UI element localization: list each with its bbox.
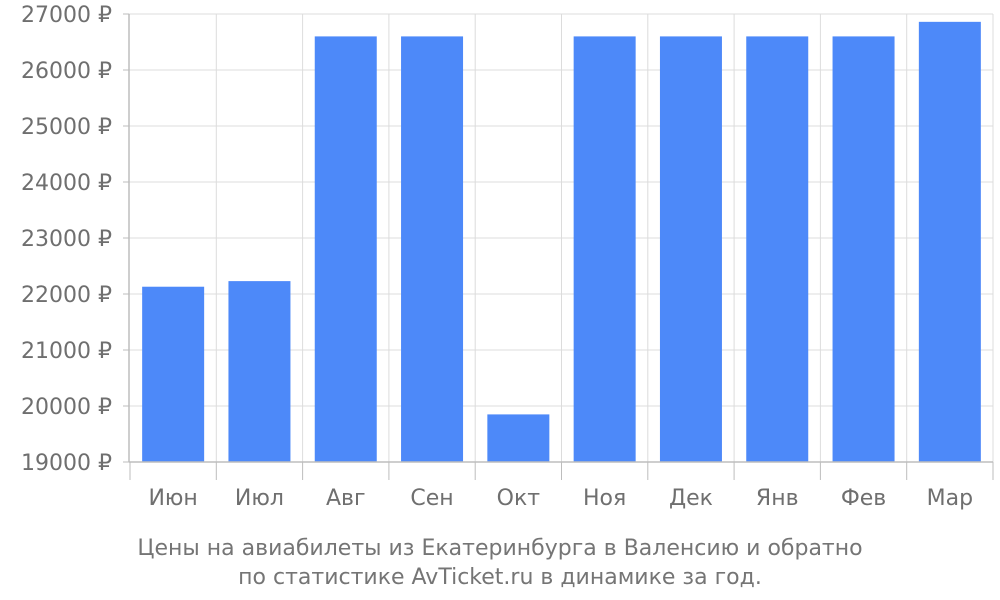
axes	[123, 13, 994, 480]
y-tick-label: 25000 ₽	[21, 115, 112, 140]
y-tick-label: 22000 ₽	[21, 283, 112, 308]
bar	[832, 36, 895, 463]
bar	[746, 36, 809, 463]
x-tick-label: Сен	[410, 486, 453, 511]
bar	[228, 281, 291, 462]
x-tick-labels: Июн Июл Авг Сен Окт Ноя Дек Янв Фев Мар	[148, 486, 973, 511]
y-tick-label: 19000 ₽	[21, 451, 112, 476]
caption-line-1: Цены на авиабилеты из Екатеринбурга в Ва…	[137, 536, 862, 561]
bar	[659, 36, 722, 463]
bar	[487, 414, 550, 462]
x-tick-label: Июн	[148, 486, 197, 511]
x-tick-label: Июл	[235, 486, 284, 511]
x-tick-label: Авг	[326, 486, 366, 511]
bar	[573, 36, 636, 463]
y-tick-label: 27000 ₽	[21, 3, 112, 28]
bar	[918, 21, 981, 463]
y-tick-label: 24000 ₽	[21, 171, 112, 196]
bar	[314, 36, 377, 463]
grid-lines	[129, 13, 994, 463]
x-tick-label: Мар	[927, 486, 973, 511]
chart-caption: Цены на авиабилеты из Екатеринбурга в Ва…	[137, 536, 862, 590]
y-tick-label: 20000 ₽	[21, 395, 112, 420]
x-tick-label: Дек	[669, 486, 713, 511]
x-tick-label: Фев	[841, 486, 886, 511]
bars	[142, 21, 981, 463]
bar	[142, 286, 205, 462]
y-tick-label: 21000 ₽	[21, 339, 112, 364]
x-tick-label: Ноя	[583, 486, 626, 511]
y-tick-label: 26000 ₽	[21, 59, 112, 84]
x-tick-label: Окт	[497, 486, 541, 511]
caption-line-2: по статистике AvTicket.ru в динамике за …	[238, 565, 762, 590]
y-tick-labels: 19000 ₽ 20000 ₽ 21000 ₽ 22000 ₽ 23000 ₽ 24000…	[21, 3, 112, 476]
bar	[401, 36, 464, 463]
x-tick-label: Янв	[756, 486, 799, 511]
y-tick-label: 23000 ₽	[21, 227, 112, 252]
